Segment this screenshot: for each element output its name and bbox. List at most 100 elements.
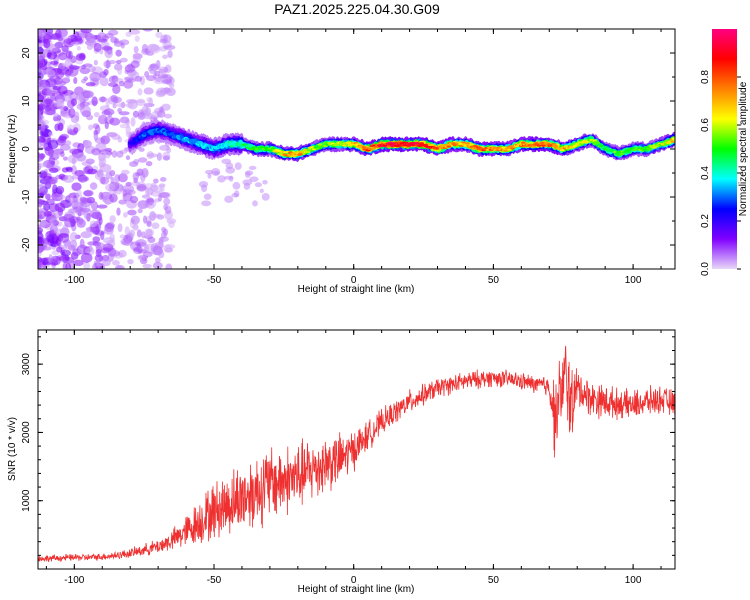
noise-blob [69,239,78,250]
ridge-blob [169,132,175,136]
noise-blob [48,147,54,158]
noise-blob [155,31,163,38]
ridge-blob [446,145,452,148]
noise-blob [48,131,54,137]
noise-blob [159,87,172,94]
noise-blob [132,110,139,118]
noise-blob [158,250,165,259]
noise-blob [262,180,268,185]
noise-blob [198,180,209,188]
noise-blob [56,36,64,41]
noise-blob [151,222,160,230]
snr-x-ticks: -100 -50 0 50 100 [45,330,662,586]
noise-blob [150,184,159,192]
noise-blob [73,77,78,85]
noise-blob [167,50,173,59]
noise-blob [98,217,103,225]
noise-blob [104,48,113,59]
noise-blob [83,261,91,269]
ridge-blob [672,138,675,142]
noise-blob [86,43,94,51]
noise-blob [91,96,98,107]
spectrogram-x-ticks: -100 -50 0 50 100 [45,29,662,286]
noise-blob [224,195,234,203]
noise-blob [58,29,68,38]
noise-blob [87,168,98,175]
y-tick-label: 2000 [21,421,32,444]
noise-blob [125,119,130,126]
noise-blob [40,70,47,76]
noise-blob [98,157,107,166]
noise-blob [43,109,56,116]
ridge-blob [469,143,474,146]
noise-blob [46,234,55,243]
noise-blob [112,260,120,266]
noise-blob [134,35,140,43]
noise-blob [38,141,42,147]
noise-blob [38,208,43,215]
noise-blob [103,60,112,69]
noise-blob [117,265,123,269]
noise-blob [94,242,106,250]
noise-blob [252,200,258,207]
noise-blob [146,97,153,103]
noise-blob [80,252,93,263]
noise-blob [119,57,128,63]
noise-blob [221,158,232,165]
noise-blob [146,220,152,228]
noise-blob [63,175,75,184]
noise-blob [163,244,173,253]
ridge-blob [572,145,578,148]
noise-blob [83,91,93,98]
x-tick-label: 100 [625,575,642,586]
noise-blob [122,184,135,194]
noise-blob [137,88,143,96]
noise-blob [48,167,59,174]
y-tick-label: -10 [21,189,32,204]
noise-blob [70,98,78,106]
colorbar-tick-label: 0.6 [700,118,711,132]
noise-blob [93,59,98,66]
noise-blob [77,174,88,183]
noise-blob [161,226,167,233]
noise-blob [43,211,51,217]
ridge-blob [315,147,321,150]
noise-blob [58,233,70,243]
noise-blob [165,263,173,269]
noise-blob [159,184,165,193]
snr-plot-area [38,330,675,569]
noise-blob [81,161,93,167]
noise-blob [133,221,138,230]
noise-blob [103,151,111,159]
noise-blob [46,51,58,60]
colorbar-ticks: 0.0 0.2 0.4 0.6 0.8 [700,70,741,276]
noise-blob [57,240,62,247]
noise-blob [145,229,153,237]
noise-blob [168,83,175,89]
noise-blob [129,195,139,204]
noise-blob [38,110,42,117]
noise-blob [110,176,115,184]
noise-blob [109,117,121,126]
x-tick-label: 0 [351,275,357,286]
noise-blob [156,152,162,161]
figure-title: PAZ1.2025.225.04.30.G09 [274,1,440,17]
noise-blob [76,103,85,110]
noise-blob [116,207,121,216]
colorbar-label: Normalized spectral amplitude [738,81,749,216]
noise-blob [74,111,80,121]
noise-blob [38,119,46,127]
noise-blob [133,158,140,165]
noise-blob [94,124,101,135]
noise-blob [136,183,147,192]
y-tick-label: 10 [21,95,32,107]
noise-blob [134,75,143,82]
noise-blob [109,193,118,203]
noise-blob [47,139,59,150]
noise-blob [76,151,84,161]
noise-blob [50,255,61,266]
noise-blob [42,159,55,169]
ridge-blob [439,144,445,147]
snr-panel: -100 -50 0 50 100 3000 2000 1000 Height of str… [7,329,676,595]
noise-blob [83,76,89,81]
